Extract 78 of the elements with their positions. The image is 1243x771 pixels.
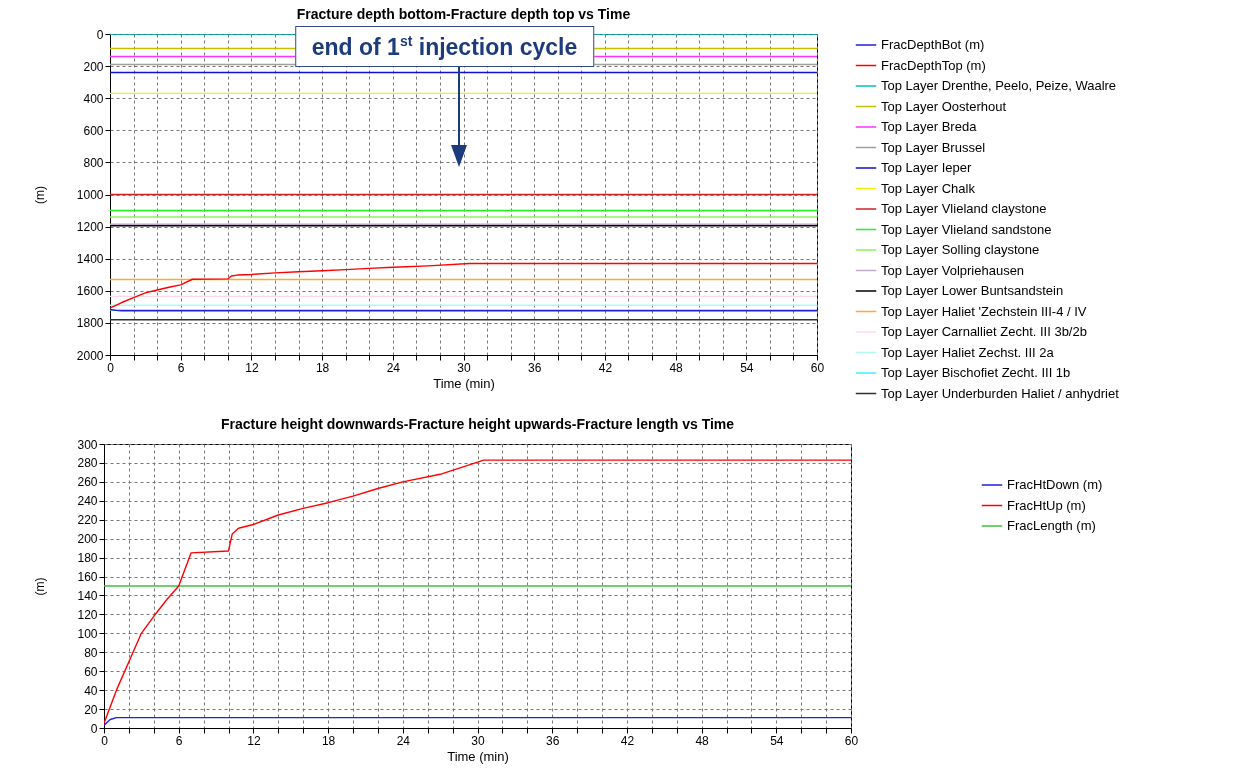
y-tick-label: 260 bbox=[77, 475, 98, 490]
line-series bbox=[104, 459, 851, 724]
y-tick-label: 400 bbox=[83, 91, 104, 106]
legend-label: FracDepthTop (m) bbox=[881, 57, 986, 73]
legend-label: Top Layer Vlieland claystone bbox=[881, 201, 1047, 216]
x-tick-label: 42 bbox=[620, 733, 635, 748]
chart-title: Fracture depth bottom-Fracture depth top vs Time bbox=[296, 6, 631, 22]
y-tick-label: 600 bbox=[83, 123, 104, 138]
y-tick-label: 20 bbox=[84, 702, 98, 717]
x-tick-label: 54 bbox=[740, 360, 754, 375]
legend-label: Top Layer Breda bbox=[881, 119, 978, 134]
x-tick-label: 36 bbox=[546, 733, 560, 748]
legend-label: Top Layer Lower Buntsandstein bbox=[881, 283, 1064, 298]
legend-label: Top Layer Chalk bbox=[881, 180, 976, 196]
y-tick-label: 200 bbox=[83, 59, 104, 74]
line-series bbox=[110, 262, 817, 309]
legend-label: FracDepthBot (m) bbox=[881, 37, 985, 52]
x-tick-label: 0 bbox=[107, 360, 115, 375]
y-tick-label: 200 bbox=[77, 532, 98, 547]
legend-label: Top Layer Haliet 'Zechstein III-4 / IV bbox=[881, 303, 1087, 319]
x-tick-label: 24 bbox=[386, 360, 401, 375]
x-tick-label: 12 bbox=[247, 733, 261, 748]
y-tick-label: 100 bbox=[77, 626, 98, 641]
legend-label: Top Layer Underburden Haliet / anhydriet bbox=[881, 385, 1120, 401]
y-tick-label: 1400 bbox=[76, 252, 104, 267]
x-tick-label: 18 bbox=[321, 733, 336, 748]
legend-label: Top Layer Solling claystone bbox=[881, 242, 1040, 257]
y-tick-label: 1000 bbox=[76, 188, 104, 202]
legend-label: Top Layer Volpriehausen bbox=[881, 262, 1025, 278]
x-tick-label: 48 bbox=[695, 733, 710, 748]
annotation: end of 1$^{st}$ injection cycle bbox=[294, 25, 595, 68]
legend-label: Top Layer Oosterhout bbox=[881, 98, 1007, 114]
y-tick-label: 800 bbox=[83, 155, 104, 170]
y-tick-label: 2000 bbox=[76, 348, 104, 363]
y-tick-label: 140 bbox=[77, 588, 98, 603]
x-tick-label: 60 bbox=[844, 733, 859, 748]
legend-label: Top Layer Carnalliet Zecht. III 3b/2b bbox=[881, 324, 1087, 339]
y-tick-label: 0 bbox=[96, 27, 104, 42]
x-tick-label: 48 bbox=[669, 360, 684, 375]
y-axis-title: (m) bbox=[32, 186, 47, 204]
y-tick-label: 60 bbox=[84, 664, 98, 679]
y-tick-label: 40 bbox=[84, 683, 98, 698]
x-tick-label: 12 bbox=[245, 360, 259, 375]
x-axis-title: Time (min) bbox=[433, 375, 495, 391]
x-tick-label: 30 bbox=[471, 733, 485, 748]
y-axis-title: (m) bbox=[33, 577, 48, 596]
x-tick-label: 54 bbox=[770, 733, 784, 748]
legend-label: Top Layer Bischofiet Zecht. III 1b bbox=[881, 365, 1071, 380]
legend-label: Top Layer Drenthe, Peelo, Peize, Waalre bbox=[881, 78, 1117, 93]
legend-label: Top Layer Brussel bbox=[881, 139, 986, 155]
x-tick-label: 6 bbox=[177, 360, 185, 375]
y-tick-label: 0 bbox=[90, 721, 98, 736]
legend-label: FracHtUp (m) bbox=[1007, 497, 1086, 513]
legend-label: FracHtDown (m) bbox=[1007, 477, 1103, 492]
x-tick-label: 18 bbox=[315, 360, 330, 375]
y-tick-label: 240 bbox=[77, 494, 98, 509]
y-tick-label: 1600 bbox=[76, 284, 104, 299]
chart-title: Fracture height downwards-Fracture height upwards-Fracture length vs Time bbox=[220, 416, 735, 432]
x-axis-title: Time (min) bbox=[447, 748, 509, 764]
y-tick-label: 1200 bbox=[76, 220, 104, 235]
y-tick-label: 160 bbox=[77, 570, 98, 585]
legend-label: Top Layer Ieper bbox=[881, 160, 972, 175]
x-tick-label: 42 bbox=[598, 360, 613, 375]
x-tick-label: 6 bbox=[175, 733, 183, 748]
x-tick-label: 60 bbox=[810, 360, 825, 375]
y-tick-label: 300 bbox=[77, 437, 98, 452]
y-tick-label: 220 bbox=[77, 513, 98, 528]
y-tick-label: 180 bbox=[77, 551, 98, 566]
y-tick-label: 80 bbox=[84, 645, 98, 660]
legend-label: Top Layer Vlieland sandstone bbox=[881, 221, 1052, 237]
y-tick-label: 1800 bbox=[76, 316, 104, 331]
legend-label: FracLength (m) bbox=[1007, 518, 1096, 533]
x-tick-label: 36 bbox=[528, 360, 542, 375]
x-tick-label: 24 bbox=[396, 733, 411, 748]
y-tick-label: 120 bbox=[77, 607, 98, 622]
y-tick-label: 280 bbox=[77, 456, 98, 471]
legend-label: Top Layer Haliet Zechst. III 2a bbox=[881, 344, 1055, 360]
x-tick-label: 30 bbox=[457, 360, 471, 375]
